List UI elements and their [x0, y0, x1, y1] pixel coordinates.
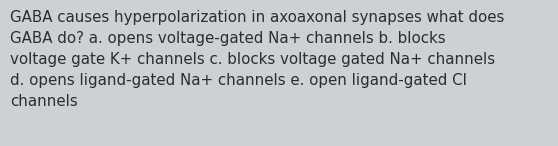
- Text: GABA causes hyperpolarization in axoaxonal synapses what does
GABA do? a. opens : GABA causes hyperpolarization in axoaxon…: [10, 10, 504, 109]
